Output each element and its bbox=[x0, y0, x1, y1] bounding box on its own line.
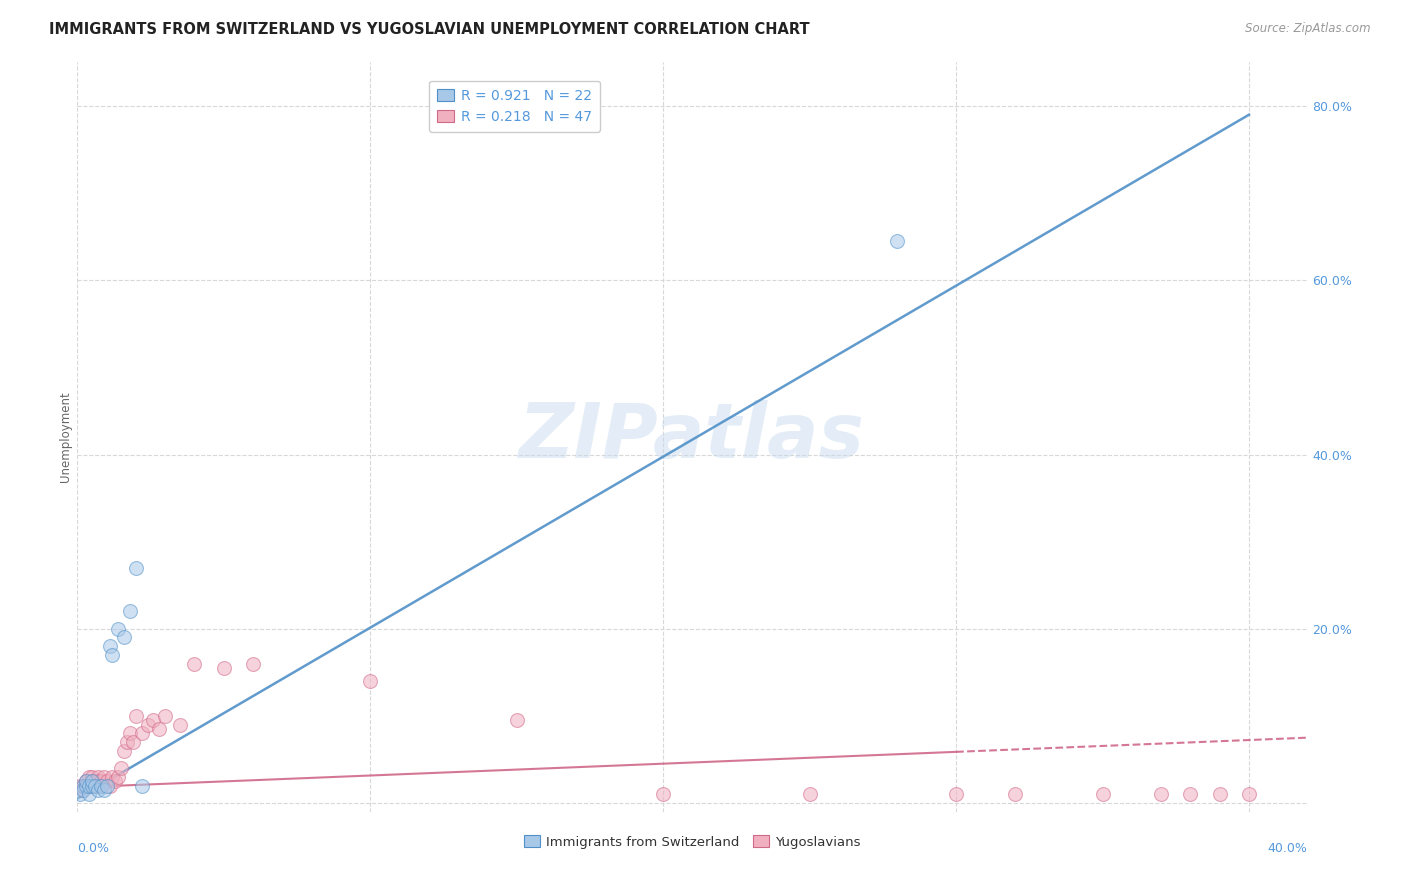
Point bbox=[75, 779, 97, 793]
Text: 40.0%: 40.0% bbox=[1268, 842, 1308, 855]
Point bbox=[75, 774, 97, 789]
Point bbox=[69, 787, 91, 801]
Point bbox=[110, 761, 132, 775]
Point bbox=[98, 639, 121, 653]
Point bbox=[77, 787, 100, 801]
Point bbox=[84, 779, 107, 793]
Point bbox=[107, 622, 129, 636]
Point bbox=[148, 722, 170, 736]
Point bbox=[75, 774, 97, 789]
Point bbox=[153, 709, 177, 723]
Y-axis label: Unemployment: Unemployment bbox=[59, 392, 72, 483]
Point bbox=[107, 770, 129, 784]
Point bbox=[115, 735, 138, 749]
Point bbox=[359, 673, 381, 688]
Point bbox=[1209, 787, 1232, 801]
Point bbox=[131, 726, 153, 740]
Point bbox=[242, 657, 264, 671]
Point bbox=[87, 783, 110, 797]
Point bbox=[112, 631, 135, 645]
Point bbox=[120, 726, 141, 740]
Text: IMMIGRANTS FROM SWITZERLAND VS YUGOSLAVIAN UNEMPLOYMENT CORRELATION CHART: IMMIGRANTS FROM SWITZERLAND VS YUGOSLAVI… bbox=[49, 22, 810, 37]
Point bbox=[96, 779, 118, 793]
Point bbox=[72, 779, 94, 793]
Text: ZIPatlas: ZIPatlas bbox=[519, 401, 866, 474]
Point bbox=[80, 770, 103, 784]
Point bbox=[69, 779, 91, 793]
Point bbox=[84, 774, 107, 789]
Point bbox=[1180, 787, 1202, 801]
Point bbox=[131, 779, 153, 793]
Point bbox=[75, 779, 97, 793]
Text: 0.0%: 0.0% bbox=[77, 842, 110, 855]
Point bbox=[212, 661, 235, 675]
Legend: Immigrants from Switzerland, Yugoslavians: Immigrants from Switzerland, Yugoslavian… bbox=[519, 830, 866, 854]
Point bbox=[945, 787, 967, 801]
Point bbox=[1091, 787, 1114, 801]
Point bbox=[104, 774, 127, 789]
Point bbox=[142, 713, 165, 727]
Point bbox=[77, 779, 100, 793]
Point bbox=[90, 774, 112, 789]
Point bbox=[125, 561, 148, 575]
Point bbox=[169, 717, 191, 731]
Point bbox=[136, 717, 159, 731]
Point bbox=[80, 779, 103, 793]
Point bbox=[87, 770, 110, 784]
Point bbox=[84, 779, 107, 793]
Point bbox=[90, 779, 112, 793]
Text: Source: ZipAtlas.com: Source: ZipAtlas.com bbox=[1246, 22, 1371, 36]
Point bbox=[183, 657, 205, 671]
Point bbox=[72, 783, 94, 797]
Point bbox=[93, 783, 115, 797]
Point bbox=[90, 779, 112, 793]
Point bbox=[112, 744, 135, 758]
Point bbox=[77, 770, 100, 784]
Point bbox=[96, 774, 118, 789]
Point bbox=[93, 770, 115, 784]
Point bbox=[1237, 787, 1260, 801]
Point bbox=[125, 709, 148, 723]
Point bbox=[652, 787, 675, 801]
Point bbox=[101, 770, 124, 784]
Point bbox=[72, 779, 94, 793]
Point bbox=[98, 779, 121, 793]
Point bbox=[101, 648, 124, 662]
Point bbox=[72, 783, 94, 797]
Point bbox=[799, 787, 821, 801]
Point bbox=[77, 779, 100, 793]
Point bbox=[122, 735, 145, 749]
Point bbox=[80, 774, 103, 789]
Point bbox=[120, 604, 141, 618]
Point bbox=[1150, 787, 1173, 801]
Point bbox=[506, 713, 529, 727]
Point bbox=[1004, 787, 1026, 801]
Point bbox=[87, 774, 110, 789]
Point bbox=[886, 234, 908, 248]
Point bbox=[80, 774, 103, 789]
